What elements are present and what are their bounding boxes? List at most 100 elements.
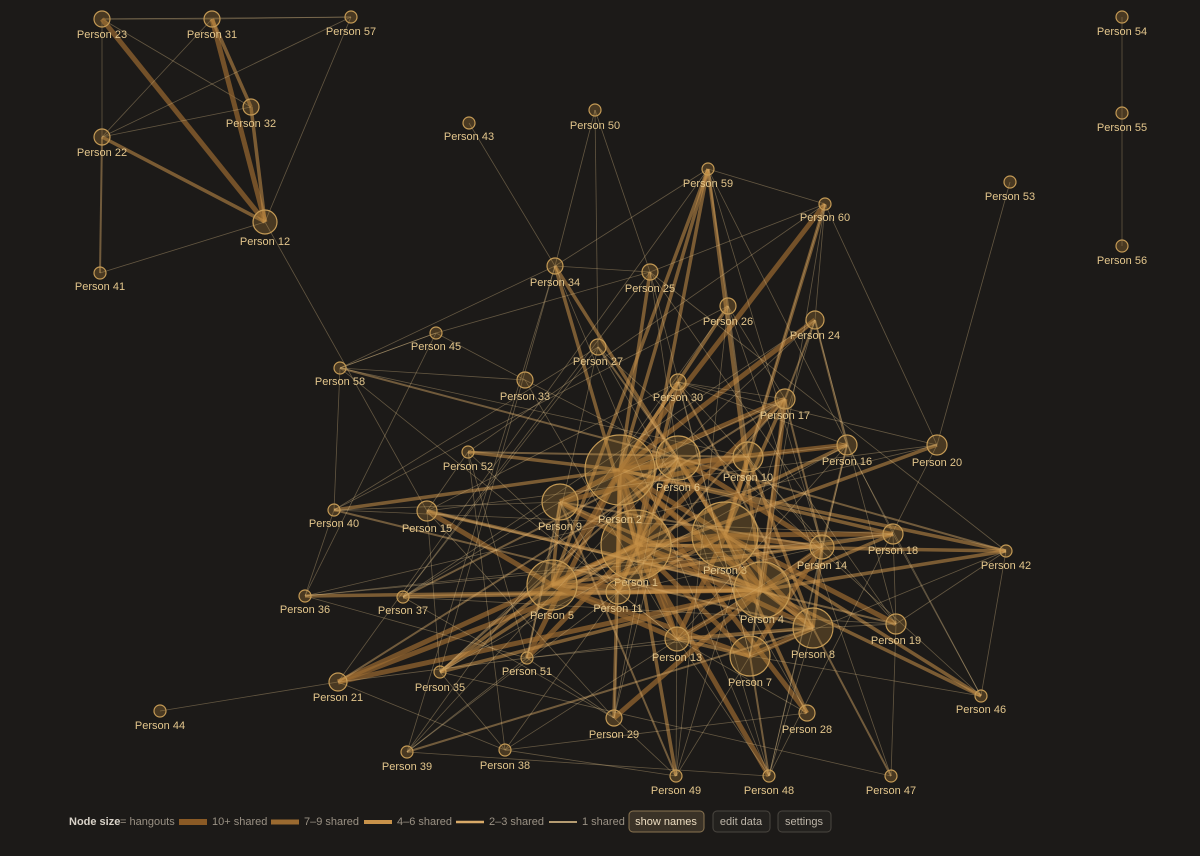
node bbox=[516, 371, 534, 389]
edge bbox=[333, 509, 894, 535]
edge bbox=[724, 531, 894, 538]
edge bbox=[619, 468, 1007, 553]
button-label[interactable]: edit data bbox=[720, 816, 763, 828]
node-label: Person 11 bbox=[593, 603, 642, 615]
node bbox=[762, 769, 776, 783]
node-label: Person 21 bbox=[313, 692, 363, 704]
edge bbox=[613, 717, 677, 777]
node bbox=[328, 672, 348, 692]
edge bbox=[559, 501, 677, 777]
edge bbox=[634, 544, 678, 777]
node-label: Person 42 bbox=[981, 560, 1031, 572]
node-label: Person 58 bbox=[315, 376, 365, 388]
edge bbox=[746, 456, 815, 629]
node-label: Person 19 bbox=[871, 635, 921, 647]
edge bbox=[768, 444, 938, 777]
node bbox=[732, 441, 764, 473]
node bbox=[926, 434, 948, 456]
edge bbox=[706, 168, 764, 591]
node-label: Person 54 bbox=[1097, 26, 1147, 38]
edge bbox=[707, 168, 826, 205]
node-label: Person 40 bbox=[309, 518, 359, 530]
edge bbox=[526, 657, 615, 719]
node bbox=[719, 297, 737, 315]
node-label: Person 25 bbox=[625, 283, 675, 295]
edge bbox=[936, 181, 1011, 446]
edge bbox=[768, 627, 814, 777]
node-label: Person 37 bbox=[378, 605, 428, 617]
edge bbox=[406, 657, 528, 753]
edge bbox=[402, 501, 561, 598]
edge bbox=[210, 18, 253, 108]
edge bbox=[406, 591, 619, 753]
edge bbox=[337, 532, 726, 685]
node-label: Person 32 bbox=[226, 118, 276, 130]
edge bbox=[339, 367, 678, 640]
edge bbox=[597, 346, 679, 459]
edge bbox=[761, 549, 1007, 592]
node bbox=[669, 373, 687, 391]
node-label: Person 56 bbox=[1097, 255, 1147, 267]
node bbox=[252, 209, 278, 235]
node bbox=[798, 704, 816, 722]
show-names-button[interactable]: show names bbox=[628, 810, 705, 833]
settings-button[interactable]: settings bbox=[777, 810, 832, 833]
edge bbox=[768, 444, 848, 777]
button-label[interactable]: settings bbox=[785, 816, 823, 828]
edge bbox=[337, 168, 709, 683]
node bbox=[429, 326, 443, 340]
edge bbox=[304, 444, 938, 597]
node bbox=[600, 509, 672, 581]
edge bbox=[707, 168, 894, 535]
node-label: Person 20 bbox=[912, 457, 962, 469]
edge bbox=[559, 398, 786, 503]
node-label: Person 36 bbox=[280, 604, 330, 616]
edge bbox=[553, 265, 638, 546]
node bbox=[1115, 106, 1129, 120]
edge bbox=[99, 221, 266, 274]
edge bbox=[439, 319, 816, 673]
edge bbox=[749, 203, 826, 657]
edge bbox=[677, 381, 751, 657]
edge bbox=[439, 671, 506, 751]
edge bbox=[895, 550, 1007, 625]
node bbox=[792, 607, 834, 649]
node bbox=[584, 434, 656, 506]
edit-data-button[interactable]: edit data bbox=[712, 810, 771, 833]
edge bbox=[406, 265, 556, 753]
node bbox=[541, 483, 579, 521]
button-label[interactable]: show names bbox=[635, 816, 697, 828]
edge bbox=[747, 203, 826, 458]
edge bbox=[727, 305, 749, 458]
edge bbox=[677, 457, 1007, 552]
edge bbox=[426, 509, 763, 592]
node bbox=[605, 709, 623, 727]
node-label: Person 24 bbox=[790, 330, 840, 342]
edge bbox=[406, 751, 770, 777]
edge bbox=[100, 17, 267, 224]
node bbox=[93, 128, 111, 146]
node-label: Person 10 bbox=[723, 472, 773, 484]
edge bbox=[504, 546, 823, 751]
edge bbox=[723, 532, 898, 627]
edge bbox=[890, 623, 897, 777]
edge bbox=[339, 367, 749, 458]
edge bbox=[439, 444, 848, 673]
edge bbox=[504, 591, 619, 751]
edge bbox=[426, 510, 615, 719]
edge bbox=[676, 455, 824, 550]
node-label: Person 41 bbox=[75, 281, 125, 293]
node-label: Person 5 bbox=[530, 610, 574, 622]
edge bbox=[554, 265, 651, 273]
node bbox=[729, 635, 771, 677]
edge bbox=[435, 271, 651, 334]
node-label: Person 53 bbox=[985, 191, 1035, 203]
node-label: Person 38 bbox=[480, 760, 530, 772]
edge bbox=[467, 203, 826, 453]
edge bbox=[438, 583, 554, 674]
edge bbox=[618, 168, 710, 471]
edge bbox=[426, 510, 897, 625]
edge bbox=[677, 381, 848, 446]
